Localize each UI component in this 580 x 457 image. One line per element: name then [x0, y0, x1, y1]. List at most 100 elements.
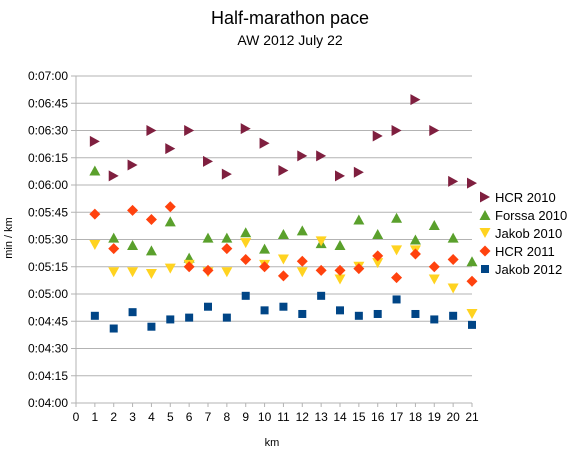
data-point-forssa-2010 [145, 245, 157, 256]
x-tick-label: 20 [446, 410, 460, 424]
data-point-forssa-2010 [391, 212, 403, 223]
x-tick-label: 12 [296, 410, 310, 424]
data-point-jakob-2010 [447, 283, 459, 294]
y-tick-label: 0:06:30 [28, 124, 68, 138]
data-point-jakob-2010 [428, 274, 440, 285]
data-point-hcr-2010 [259, 137, 270, 149]
data-point-hcr-2011 [164, 201, 176, 213]
data-point-forssa-2010 [89, 165, 101, 176]
data-point-hcr-2010 [203, 155, 213, 167]
data-point-jakob-2010 [89, 239, 101, 250]
data-point-jakob-2010 [127, 267, 139, 278]
y-tick-labels: 0:04:00 0:04:15 0:04:30 0:04:45 0:05:00 0:05:… [28, 69, 68, 410]
data-point-jakob-2012 [241, 291, 250, 300]
data-point-jakob-2010 [391, 245, 403, 256]
legend: HCR 2010 Forssa 2010 Jakob 2010 HCR 2011 Jak… [479, 190, 567, 277]
legend-marker [481, 265, 489, 273]
x-tick-label: 1 [92, 410, 99, 424]
data-point-hcr-2010 [391, 125, 402, 136]
data-point-jakob-2012 [222, 313, 231, 322]
data-point-hcr-2011 [202, 264, 214, 276]
y-tick-label: 0:05:15 [28, 260, 68, 274]
y-tick-label: 0:04:30 [28, 342, 68, 356]
data-point-hcr-2011 [466, 275, 478, 287]
data-point-hcr-2011 [353, 263, 365, 275]
data-point-hcr-2011 [108, 243, 120, 255]
data-point-hcr-2010 [335, 170, 345, 182]
x-tick-label: 11 [277, 410, 290, 424]
data-point-forssa-2010 [202, 232, 214, 243]
legend-label: HCR 2010 [495, 190, 556, 205]
data-point-forssa-2010 [164, 216, 176, 227]
data-point-hcr-2011 [259, 261, 271, 273]
x-tick-label: 6 [186, 410, 193, 424]
data-point-hcr-2010 [146, 125, 157, 136]
y-tick-label: 0:05:00 [28, 287, 68, 301]
x-tick-labels: 0 1 2 3 4 5 6 7 8 9 10 11 12 13 14 15 16 17 18 19 20 21 [73, 410, 479, 424]
data-point-hcr-2011 [391, 272, 403, 284]
data-point-hcr-2011 [221, 243, 233, 255]
data-point-jakob-2012 [260, 306, 269, 315]
chart-title: Half-marathon pace [210, 8, 370, 28]
grid-lines [76, 75, 472, 404]
data-point-jakob-2010 [108, 267, 120, 278]
legend-marker [479, 228, 491, 238]
x-tick-label: 8 [224, 410, 231, 424]
y-tick-label: 0:05:30 [28, 233, 68, 247]
y-tick-label: 0:06:45 [28, 96, 68, 110]
data-point-forssa-2010 [372, 229, 384, 240]
data-point-hcr-2010 [240, 123, 251, 135]
data-point-hcr-2010 [278, 164, 289, 176]
x-axis-label: km [265, 437, 280, 449]
x-tick-label: 4 [148, 410, 155, 424]
data-point-jakob-2012 [336, 306, 344, 315]
legend-marker [480, 191, 490, 203]
data-point-jakob-2010 [315, 236, 327, 247]
data-point-hcr-2010 [89, 135, 100, 147]
data-point-hcr-2011 [447, 253, 459, 265]
data-point-jakob-2010 [372, 258, 384, 269]
data-point-jakob-2012 [298, 309, 307, 318]
x-tick-label: 16 [371, 410, 385, 424]
data-point-hcr-2011 [409, 248, 421, 260]
x-tick-label: 5 [167, 410, 174, 424]
data-point-forssa-2010 [428, 219, 440, 230]
data-point-hcr-2011 [372, 250, 384, 262]
data-point-jakob-2012 [166, 315, 175, 324]
data-point-jakob-2012 [279, 302, 288, 311]
x-tick-label: 7 [205, 410, 212, 424]
data-point-jakob-2010 [466, 308, 478, 319]
data-point-hcr-2011 [296, 255, 308, 267]
data-point-jakob-2012 [354, 311, 363, 320]
axes [71, 75, 473, 407]
legend-marker [479, 245, 491, 257]
y-tick-label: 0:07:00 [28, 69, 68, 83]
data-point-forssa-2010 [259, 243, 271, 254]
x-tick-label: 3 [129, 410, 136, 424]
data-point-hcr-2011 [183, 261, 195, 273]
data-point-jakob-2012 [185, 313, 194, 322]
data-point-hcr-2010 [353, 166, 364, 178]
data-point-jakob-2012 [317, 291, 326, 300]
x-tick-label: 0 [73, 410, 80, 424]
x-tick-label: 13 [314, 410, 328, 424]
y-tick-label: 0:04:15 [28, 369, 68, 383]
data-points [89, 94, 478, 333]
data-point-hcr-2011 [127, 204, 139, 216]
x-tick-label: 10 [258, 410, 272, 424]
data-point-forssa-2010 [466, 256, 478, 267]
data-point-hcr-2011 [277, 270, 289, 282]
data-point-hcr-2010 [448, 175, 459, 187]
x-tick-label: 19 [428, 410, 442, 424]
x-tick-label: 2 [110, 410, 117, 424]
data-point-hcr-2010 [467, 177, 477, 189]
legend-marker [479, 210, 491, 220]
data-point-forssa-2010 [409, 234, 421, 245]
data-point-jakob-2012 [109, 324, 118, 333]
data-point-hcr-2011 [145, 214, 157, 226]
legend-label: Jakob 2010 [495, 226, 562, 241]
data-point-hcr-2010 [410, 94, 421, 106]
data-point-jakob-2012 [468, 320, 476, 329]
data-point-jakob-2012 [373, 309, 382, 318]
